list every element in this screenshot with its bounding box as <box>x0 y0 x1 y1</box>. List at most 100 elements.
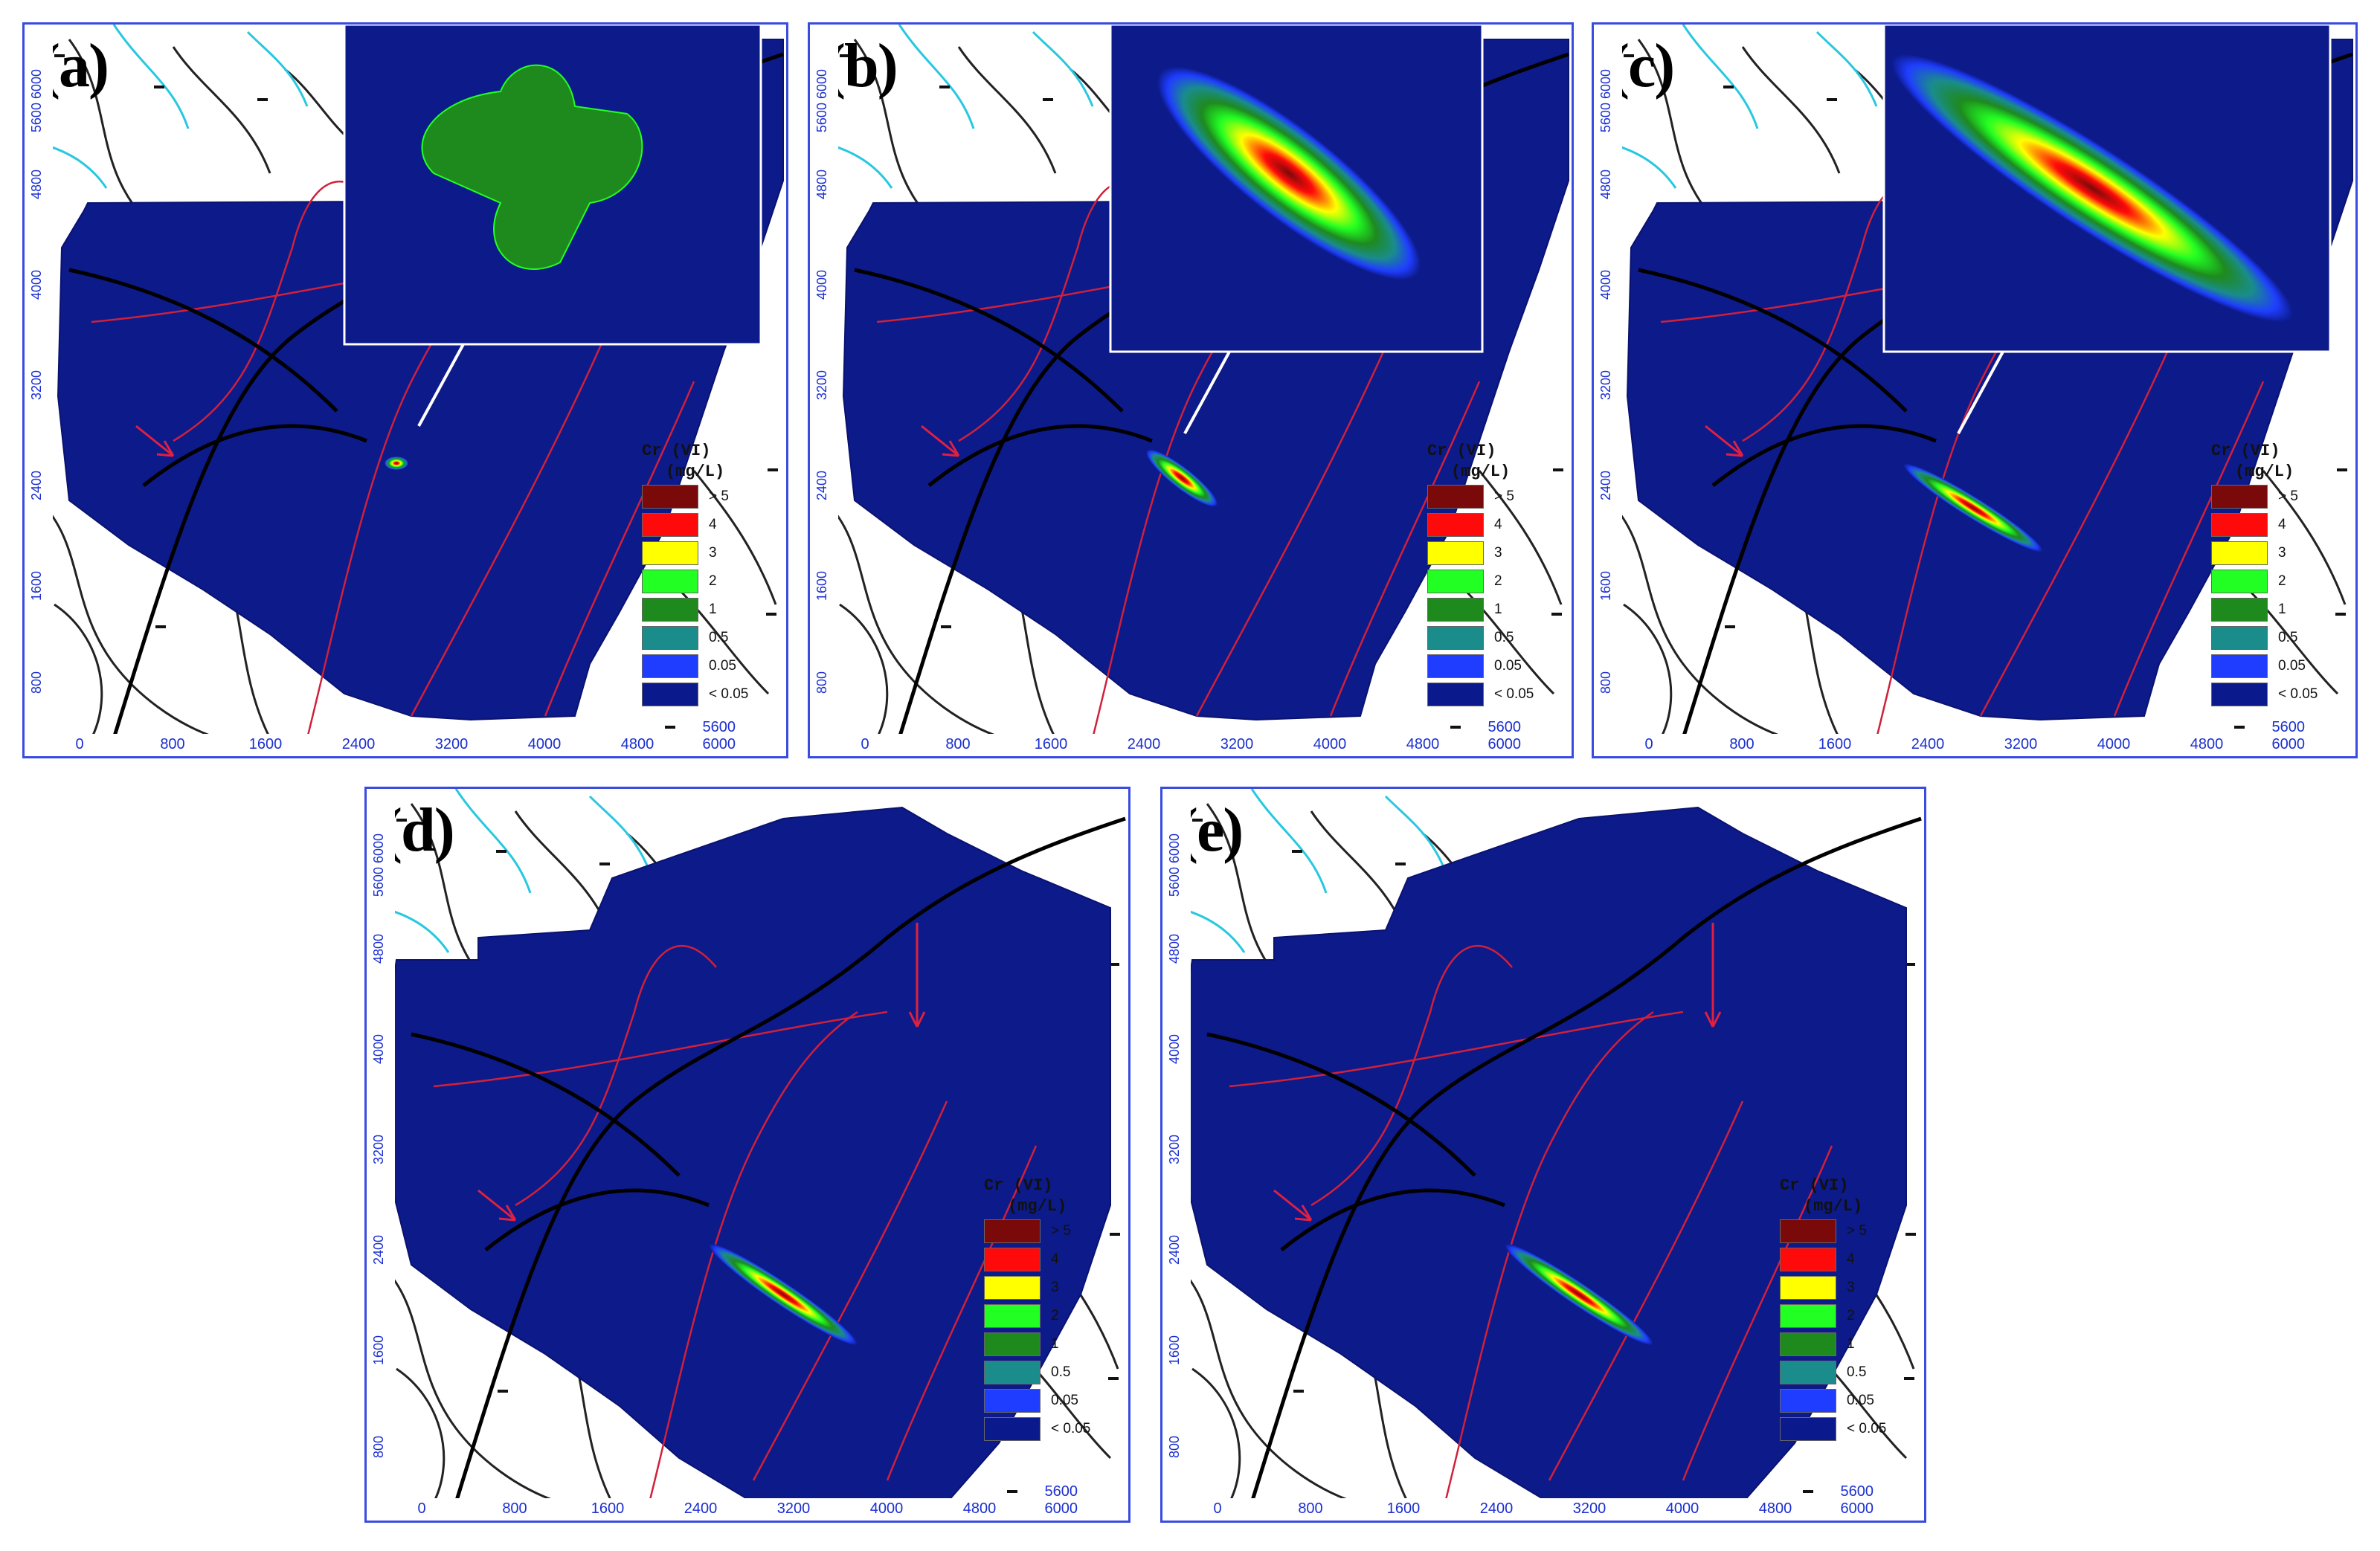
legend-unit: (mg/L) <box>1804 1197 1863 1216</box>
x-tick-label: 0 <box>75 736 84 752</box>
y-tick-label: 1600 <box>1167 1335 1182 1366</box>
legend-row: > 5 <box>1427 483 1534 511</box>
legend-label: 3 <box>1494 545 1502 561</box>
y-tick-label: 4000 <box>371 1034 386 1065</box>
contaminant-plume <box>1505 1243 1653 1346</box>
y-tick-label: 5600 6000 <box>1167 833 1182 897</box>
legend-swatch <box>642 541 698 565</box>
x-tick-label: 4000 <box>1313 736 1347 752</box>
y-axis: 800 1600 2400 3200 4000 4800 5600 6000 <box>1162 789 1191 1498</box>
y-tick-label: 1600 <box>29 571 44 602</box>
legend-label: < 0.05 <box>1051 1421 1091 1436</box>
inset-pointer-arrow <box>417 344 465 427</box>
legend-row: 3 <box>984 1274 1090 1302</box>
y-tick-label: 5600 6000 <box>814 69 829 133</box>
x-tick-label: 2400 <box>1911 736 1945 752</box>
y-tick-label: 2400 <box>814 471 829 501</box>
x-axis: 0 800 1600 2400 3200 4000 4800 5600 6000 <box>843 719 1572 756</box>
x-tick-label: 2400 <box>684 1500 718 1517</box>
map-canvas <box>380 789 1126 1504</box>
legend-row: 2 <box>984 1302 1090 1330</box>
legend-row: 4 <box>1427 511 1534 539</box>
inset-pointer-arrow <box>1183 351 1231 434</box>
y-tick-label: 3200 <box>371 1135 386 1165</box>
legend-swatch <box>2211 626 2268 650</box>
y-tick-label: 4000 <box>1167 1034 1182 1065</box>
legend-row: 4 <box>642 511 748 539</box>
legend-label: 2 <box>1494 573 1502 589</box>
y-tick-label: 1600 <box>814 571 829 602</box>
legend-swatch <box>1780 1332 1836 1356</box>
x-tick-label: 5600 6000 <box>1044 1483 1078 1517</box>
legend-row: > 5 <box>1780 1217 1886 1245</box>
x-tick-label: 3200 <box>776 1500 811 1517</box>
x-tick-label: 2400 <box>1479 1500 1514 1517</box>
legend-swatch <box>1427 570 1484 593</box>
legend-label: 2 <box>2278 573 2286 589</box>
legend-swatch <box>2211 598 2268 622</box>
legend-label: 4 <box>2278 517 2286 532</box>
concentration-legend: Cr (VI) (mg/L) > 5 4 3 2 1 0.5 0.05 < 0.05 <box>1780 1176 1886 1443</box>
legend-row: 2 <box>1427 567 1534 596</box>
legend-swatch <box>984 1361 1041 1384</box>
legend-row: 0.05 <box>1427 652 1534 680</box>
x-tick-label: 800 <box>1729 736 1755 752</box>
legend-label: 1 <box>2278 602 2286 617</box>
contaminant-plume <box>1145 449 1218 507</box>
contaminant-plume <box>385 457 408 470</box>
x-tick-label: 4800 <box>1406 736 1440 752</box>
map-panel-e: (e) 800 1600 2400 3200 4000 4800 5600 6000 0 800 1… <box>1160 787 1926 1523</box>
y-tick-label: 4800 <box>371 934 386 964</box>
y-tick-label: 3200 <box>1598 370 1613 401</box>
x-tick-label: 800 <box>1298 1500 1323 1517</box>
y-tick-label: 800 <box>1167 1436 1182 1459</box>
legend-row: 3 <box>1780 1274 1886 1302</box>
legend-unit: (mg/L) <box>1008 1197 1067 1216</box>
contaminant-plume <box>709 1243 858 1346</box>
x-tick-label: 0 <box>417 1500 426 1517</box>
y-tick-label: 2400 <box>371 1235 386 1265</box>
legend-title: Cr (VI) <box>984 1176 1053 1195</box>
map-panel-b: (b) 800 1600 2400 3200 4000 4800 5600 6000 0 800 1… <box>808 22 1574 758</box>
legend-swatch <box>1780 1361 1836 1384</box>
legend-unit: (mg/L) <box>1451 462 1511 481</box>
legend-label: 0.5 <box>709 630 729 645</box>
x-axis: 0 800 1600 2400 3200 4000 4800 5600 6000 <box>1627 719 2355 756</box>
x-axis: 0 800 1600 2400 3200 4000 4800 5600 6000 <box>399 1483 1128 1521</box>
legend-swatch <box>2211 513 2268 537</box>
x-tick-label: 1600 <box>248 736 283 752</box>
x-tick-label: 2400 <box>341 736 376 752</box>
y-tick-label: 800 <box>371 1436 386 1459</box>
legend-label: 0.5 <box>1847 1364 1867 1380</box>
legend-swatch <box>984 1248 1041 1271</box>
road-lines <box>1206 816 1922 1503</box>
x-tick-label: 4800 <box>962 1500 997 1517</box>
zoom-inset <box>1109 25 1484 353</box>
contour-lines <box>1229 944 1833 1503</box>
legend-swatch <box>642 598 698 622</box>
legend-label: 2 <box>709 573 717 589</box>
x-tick-label: 4000 <box>2097 736 2131 752</box>
legend-row: 0.05 <box>1780 1387 1886 1415</box>
legend-label: 1 <box>1494 602 1502 617</box>
y-tick-label: 4800 <box>1167 934 1182 964</box>
concentration-legend: Cr (VI) (mg/L) > 5 4 3 2 1 0.5 0.05 < 0.05 <box>984 1176 1090 1443</box>
legend-label: > 5 <box>1051 1223 1071 1239</box>
x-tick-label: 800 <box>945 736 971 752</box>
y-tick-label: 1600 <box>371 1335 386 1366</box>
legend-label: < 0.05 <box>709 686 749 702</box>
x-tick-label: 1600 <box>1818 736 1852 752</box>
legend-row: < 0.05 <box>2211 680 2318 709</box>
legend-row: > 5 <box>642 483 748 511</box>
map-panel-a: (a) 800 1600 2400 3200 4000 4800 5600 6000 0 800 1… <box>22 22 788 758</box>
legend-swatch <box>2211 570 2268 593</box>
legend-label: 0.5 <box>1051 1364 1071 1380</box>
legend-swatch <box>1427 683 1484 706</box>
legend-label: 2 <box>1051 1308 1059 1323</box>
legend-swatch <box>984 1219 1041 1243</box>
y-tick-label: 2400 <box>1598 471 1613 501</box>
legend-row: < 0.05 <box>642 680 748 709</box>
legend-row: 4 <box>1780 1245 1886 1274</box>
map-canvas <box>1176 789 1922 1504</box>
legend-row: 3 <box>642 539 748 567</box>
